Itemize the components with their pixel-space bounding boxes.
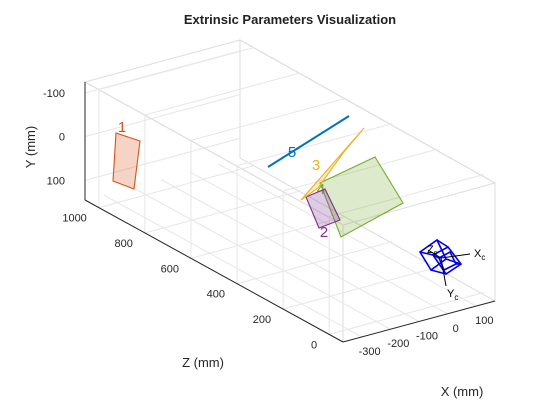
pattern-2 <box>305 188 341 229</box>
x-tick-label: -300 <box>359 346 381 358</box>
grid-lines <box>84 47 485 338</box>
z-tick-label: 0 <box>311 339 317 351</box>
y-grid-line <box>84 137 241 181</box>
y-axis-label: Y (mm) <box>23 126 38 168</box>
y-tick-label: 100 <box>47 175 65 187</box>
pattern-1 <box>112 132 141 190</box>
z-grid-line <box>282 266 439 310</box>
x-tick-label: 100 <box>475 315 493 327</box>
x-grid-line <box>189 171 448 315</box>
z-grid-line <box>98 165 254 209</box>
camera-x-label: Xc <box>474 248 485 262</box>
camera-z-label: Zc <box>427 244 438 257</box>
pattern-5 <box>267 115 350 168</box>
y-axis-ticks: -100 0 100 <box>43 88 65 187</box>
camera-icon: Xc Yc Zc <box>418 238 485 302</box>
pattern-1-label: 1 <box>118 119 126 136</box>
z-grid-line <box>329 173 485 217</box>
camera-y-label: Yc <box>447 288 458 302</box>
z-grid-line <box>329 291 485 335</box>
pattern-5-label: 5 <box>288 144 296 161</box>
x-grid-line <box>132 186 391 330</box>
z-grid-line <box>236 123 393 167</box>
pattern-3-label: 3 <box>312 157 320 174</box>
x-axis-label: X (mm) <box>441 384 484 399</box>
chart-title: Extrinsic Parameters Visualization <box>184 12 396 27</box>
z-grid-line <box>282 148 439 192</box>
pattern-2-label: 2 <box>320 224 328 241</box>
axis-lines <box>84 82 496 343</box>
z-grid-line <box>144 190 301 234</box>
pattern-4-label: 4 <box>317 181 325 198</box>
x-axis-ticks: -300 -200 -100 0 100 <box>359 315 494 358</box>
z-tick-label: 600 <box>161 263 179 275</box>
pattern-3 <box>300 127 365 201</box>
x-tick-label: -100 <box>416 331 438 343</box>
z-grid-line <box>190 97 347 141</box>
pattern-4 <box>319 156 404 238</box>
x-tick-label: 0 <box>453 323 459 335</box>
z-tick-label: 400 <box>207 289 225 301</box>
y-grid-line <box>84 94 241 138</box>
z-tick-label: 200 <box>253 314 271 326</box>
z-axis-ticks: 0 200 400 600 800 1000 <box>62 213 317 352</box>
y-tick-label: 0 <box>59 132 65 144</box>
z-grid-line <box>144 72 301 116</box>
z-axis-label: Z (mm) <box>182 355 224 370</box>
x-grid-line <box>103 194 362 338</box>
x-grid-line <box>160 179 420 322</box>
z-tick-label: 1000 <box>62 213 86 225</box>
z-grid-line <box>236 241 393 285</box>
z-grid-line <box>190 215 347 259</box>
calibration-patterns: 4 2 3 1 5 <box>112 115 404 241</box>
z-tick-label: 800 <box>115 238 133 250</box>
x-grid-line <box>218 163 477 307</box>
y-grid-line <box>84 50 241 94</box>
y-tick-label: -100 <box>43 88 65 100</box>
back-panels <box>83 39 497 343</box>
x-tick-label: -200 <box>387 338 409 350</box>
